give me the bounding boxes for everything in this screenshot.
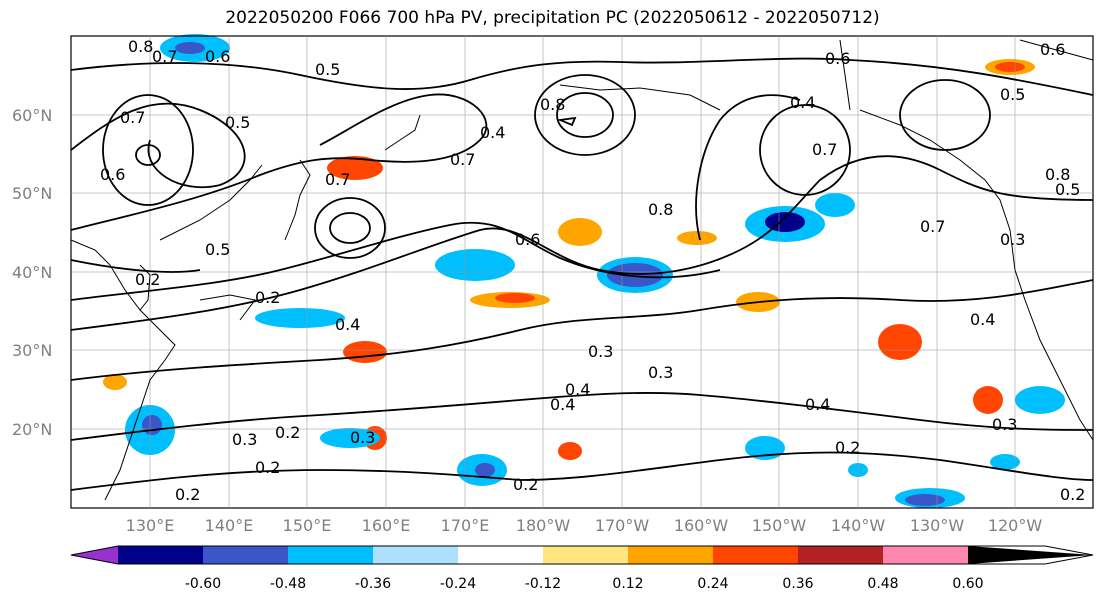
lon-label: 170°E [441,516,490,535]
contour-label: 0.7 [152,47,177,66]
colorbar-outline [70,545,1094,565]
contour-label: 0.2 [135,270,160,289]
lat-label: 40°N [12,263,52,282]
colorbar-tick: -0.48 [270,576,306,592]
colorbar-segment [883,546,968,564]
lat-label: 60°N [12,106,52,125]
contour-label: 0.3 [232,430,257,449]
lat-label: 50°N [12,184,52,203]
colorbar-extend-low [71,546,118,564]
contour-label: 0.2 [255,458,280,477]
lon-label: 130°W [910,516,965,535]
lon-label: 150°W [752,516,807,535]
contour-label: 0.4 [550,395,575,414]
colorbar-tick: -0.60 [185,576,221,592]
colorbar-tick: -0.36 [355,576,391,592]
colorbar-tick: -0.12 [525,576,561,592]
contour-label: 0.2 [255,288,280,307]
contour-label: 0.6 [825,49,850,68]
contour-label: 0.4 [805,395,830,414]
lon-label: 170°W [595,516,650,535]
colorbar-tick: 0.36 [782,576,813,592]
contour-label: 0.5 [1000,85,1025,104]
colorbar-tick: 0.24 [697,576,728,592]
lat-labels: 60°N 50°N 40°N 30°N 20°N [12,106,52,439]
contour-label: 0.7 [920,217,945,236]
colorbar-segment [373,546,458,564]
colorbar-segment [713,546,798,564]
contour-label: 0.7 [450,150,475,169]
lon-label: 150°E [283,516,332,535]
colorbar-segment [543,546,628,564]
lon-label: 160°W [674,516,729,535]
precip-shading [103,34,1065,508]
contour-label: 0.3 [648,363,673,382]
lon-label: 140°E [205,516,254,535]
contour-label: 0.6 [1040,40,1065,59]
plot-title: 2022050200 F066 700 hPa PV, precipitatio… [225,8,880,28]
colorbar-segment [458,546,543,564]
contour-label: 0.4 [565,380,590,399]
lat-label: 30°N [12,341,52,360]
contour-label: 0.2 [275,423,300,442]
contour-label: 0.8 [540,95,565,114]
lon-label: 120°W [988,516,1043,535]
contour-label: 0.3 [992,415,1017,434]
coastlines [70,39,1094,501]
lat-label: 20°N [12,420,52,439]
contour-label: 0.4 [335,315,360,334]
colorbar-tick: 0.12 [612,576,643,592]
lon-label: 140°W [831,516,886,535]
lon-label: 130°E [126,516,175,535]
contour-label: 0.7 [325,170,350,189]
contour-label: 0.4 [970,310,995,329]
pv-contours [70,57,1094,491]
contour-label: 0.2 [513,475,538,494]
contour-label: 0.8 [128,37,153,56]
graticule [71,36,1093,508]
contour-label: 0.2 [1060,485,1085,504]
contour-label: 0.6 [205,47,230,66]
lon-labels: 130°E 140°E 150°E 160°E 170°E 180°W 170°… [126,516,1043,535]
colorbar-segment [628,546,713,564]
colorbar-segment [118,546,203,564]
contour-label: 0.7 [120,108,145,127]
lon-label: 160°E [362,516,411,535]
colorbar-segment [288,546,373,564]
contour-label: 0.4 [790,93,815,112]
colorbar-tick: 0.48 [867,576,898,592]
contour-label: 0.2 [175,485,200,504]
colorbar-tick: 0.60 [952,576,983,592]
contour-label: 0.3 [588,342,613,361]
contour-label: 0.5 [1055,180,1080,199]
contour-label: 0.2 [835,438,860,457]
contour-label: 0.8 [1045,165,1070,184]
contour-label: 0.4 [480,123,505,142]
contour-labels: 0.8 0.7 0.6 0.5 0.7 0.5 0.4 0.7 0.8 0.6 … [100,37,1085,504]
contour-label: 0.3 [1000,230,1025,249]
contour-label: 0.5 [225,113,250,132]
colorbar-extend-high [968,546,1093,564]
contour-label: 0.5 [315,60,340,79]
contour-label: 0.7 [812,140,837,159]
contour-label: 0.5 [205,240,230,259]
contour-label: 0.8 [648,200,673,219]
contour-label: 0.6 [515,230,540,249]
lon-label: 180°W [516,516,571,535]
contour-label: 0.6 [100,165,125,184]
colorbar: -0.60 -0.48 -0.36 -0.24 -0.12 0.12 0.24 … [70,545,1094,592]
colorbar-segment [798,546,883,564]
colorbar-tick: -0.24 [440,576,476,592]
colorbar-segment [203,546,288,564]
contour-label: 0.3 [350,428,375,447]
